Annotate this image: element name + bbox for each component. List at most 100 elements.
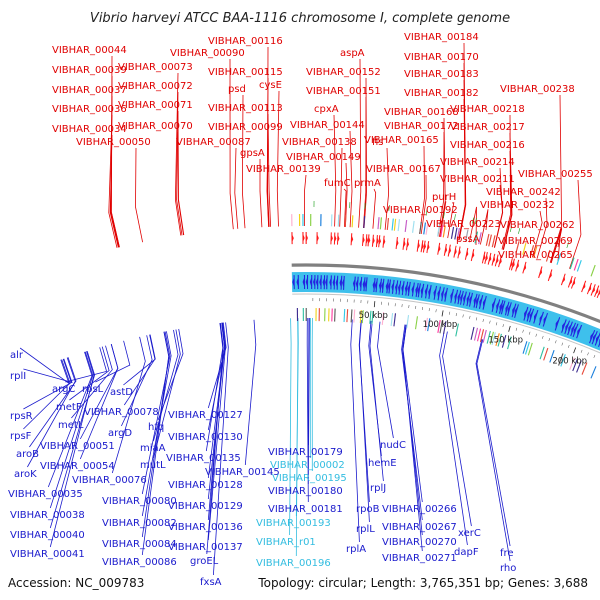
- forward-gene-label: fumC: [324, 178, 351, 189]
- ruler-tick: [373, 301, 376, 308]
- reverse-feature-block: [305, 308, 307, 322]
- reverse-gene-label: VIBHAR_00128: [168, 480, 243, 491]
- reverse-feature-block: [470, 326, 475, 340]
- ruler-minor-tick: [548, 338, 551, 342]
- reverse-cds-arrow: [362, 277, 366, 292]
- reverse-cds-arrow: [498, 300, 504, 314]
- reverse-callout-line: [207, 322, 226, 541]
- reverse-cds-arrow: [352, 276, 356, 291]
- reverse-cds-arrow: [296, 275, 299, 289]
- forward-feature-block: [363, 215, 366, 229]
- reverse-gene-label: metF: [56, 402, 82, 413]
- reverse-cds-arrow: [315, 275, 319, 290]
- forward-callout-line: [108, 114, 118, 248]
- forward-gene-label: cpxA: [314, 104, 339, 115]
- reverse-cds-arrow: [473, 293, 478, 308]
- reverse-gene-label: VIBHAR_00035: [8, 489, 83, 500]
- forward-feature-block: [425, 222, 429, 235]
- reverse-feature-block: [353, 309, 356, 323]
- reverse-cds-arrow: [335, 275, 339, 290]
- reverse-callout-line: [476, 339, 511, 547]
- forward-feature-block: [302, 214, 304, 227]
- forward-cds-arrow: [333, 232, 337, 245]
- reverse-feature-block: [486, 330, 491, 344]
- forward-gene-label: gpsA: [240, 148, 265, 159]
- reverse-callout-line: [49, 351, 95, 548]
- forward-callout-line: [109, 134, 119, 248]
- forward-gene-label: VIBHAR_00216: [450, 140, 525, 151]
- reverse-gene-label: rpoB: [356, 504, 380, 515]
- forward-gene-label: VIBHAR_00183: [404, 69, 479, 80]
- reverse-feature-block: [576, 360, 582, 373]
- forward-feature-block: [532, 246, 538, 258]
- forward-callout-line: [502, 150, 512, 250]
- forward-gene-label: VIBHAR_00072: [118, 81, 193, 92]
- gc-marker: [364, 203, 366, 210]
- ruler-tick: [508, 325, 511, 332]
- reverse-cds-arrow: [355, 276, 359, 291]
- reverse-feature-block: [424, 317, 429, 331]
- forward-gene-label: VIBHAR_00037: [52, 85, 127, 96]
- reverse-cds-arrow: [339, 275, 343, 290]
- reverse-cds-arrow: [313, 275, 316, 290]
- reverse-gene-label: rpsR: [10, 411, 33, 422]
- reverse-gene-label: VIBHAR_00076: [72, 475, 147, 486]
- reverse-gene-label: VIBHAR_00129: [168, 501, 243, 512]
- forward-callout-line: [267, 113, 271, 227]
- forward-cds-arrow: [420, 240, 424, 253]
- reverse-callout-line: [65, 347, 108, 383]
- reverse-cds-arrow: [469, 292, 473, 307]
- reverse-gene-label: rpsL: [82, 384, 104, 395]
- reverse-gene-label: hemE: [368, 458, 397, 469]
- reverse-cds-arrow: [529, 308, 535, 323]
- forward-feature-block: [412, 220, 415, 233]
- forward-cds-arrow: [515, 259, 520, 272]
- reverse-cds-arrow: [292, 275, 295, 290]
- forward-callout-line: [358, 58, 362, 228]
- reverse-callout-line: [306, 317, 309, 503]
- forward-callout-line: [437, 131, 445, 237]
- forward-feature-block: [419, 221, 422, 234]
- reverse-feature-block: [497, 333, 502, 347]
- reverse-gene-label: VIBHAR_00145: [205, 467, 280, 478]
- gc-marker: [349, 202, 351, 209]
- reverse-feature-block: [371, 310, 374, 325]
- reverse-cds-arrow: [589, 330, 596, 344]
- reverse-cds-arrow: [401, 281, 405, 296]
- reverse-feature-block: [543, 347, 549, 361]
- reverse-feature-block: [302, 308, 304, 322]
- forward-gene-label: VIBHAR_00073: [118, 62, 193, 73]
- reverse-cds-arrow: [500, 300, 506, 315]
- reverse-cds-arrow: [364, 277, 368, 292]
- reverse-cds-arrow: [417, 283, 421, 298]
- reverse-cds-arrow: [538, 311, 544, 326]
- forward-gene-label: VIBHAR_00149: [286, 152, 361, 163]
- forward-cds-arrow: [571, 277, 576, 289]
- reverse-feature-block: [527, 342, 533, 356]
- reverse-cds-arrow: [526, 307, 532, 322]
- reverse-gene-label: miaA: [140, 443, 166, 454]
- forward-feature-block: [377, 217, 380, 230]
- reverse-cds-arrow: [567, 321, 573, 336]
- reverse-feature-block: [443, 321, 447, 335]
- reverse-callout-line: [123, 334, 156, 406]
- forward-gene-label: VIBHAR_00087: [176, 137, 251, 148]
- forward-gene-label: VIBHAR_00184: [404, 32, 479, 43]
- reverse-gene-label: VIBHAR_00041: [10, 549, 85, 560]
- reverse-callout-line: [475, 339, 511, 562]
- reverse-feature-block: [569, 357, 575, 370]
- forward-cds-arrow: [581, 280, 587, 293]
- reverse-gene-label: VIBHAR_00038: [10, 510, 85, 521]
- reverse-feature-block: [369, 310, 372, 324]
- forward-cds-arrow: [362, 234, 365, 246]
- reverse-cds-arrow: [433, 285, 437, 300]
- reverse-cds-arrow: [407, 281, 411, 296]
- reverse-feature-block: [522, 341, 528, 354]
- forward-feature-block: [337, 214, 340, 227]
- reverse-feature-block: [437, 320, 441, 333]
- forward-gene-label: VIBHAR_00165: [364, 135, 439, 146]
- forward-gene-label: fis: [372, 137, 384, 148]
- ruler-minor-tick: [515, 327, 518, 331]
- reverse-gene-label: rplJ: [370, 483, 386, 494]
